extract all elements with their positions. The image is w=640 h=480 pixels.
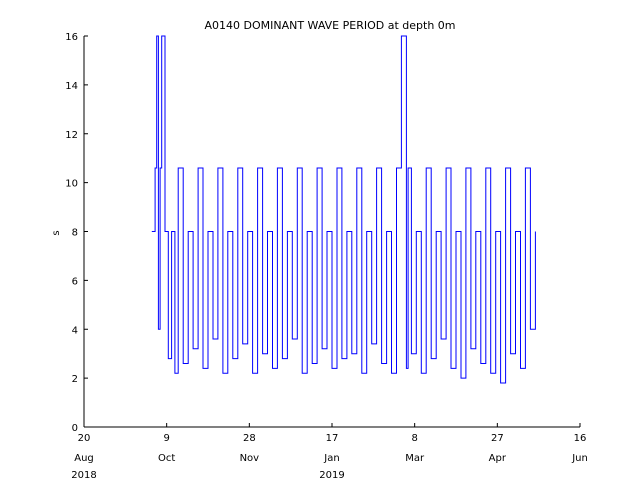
x-tick-year-label: 2019 [319, 470, 344, 480]
y-tick-label: 4 [72, 325, 78, 336]
y-tick-label: 2 [72, 374, 78, 385]
y-tick-label: 12 [65, 130, 78, 141]
chart-title: A0140 DOMINANT WAVE PERIOD at depth 0m [204, 19, 455, 32]
y-tick-label: 10 [65, 179, 78, 190]
y-tick-label: 6 [72, 276, 78, 287]
x-tick-day-label: 9 [163, 433, 169, 444]
y-axis-label: s [51, 230, 62, 235]
x-tick-month-label: Jan [323, 453, 339, 464]
x-tick-day-label: 17 [326, 433, 339, 444]
x-tick-day-label: 8 [411, 433, 417, 444]
x-tick-month-label: Jun [571, 453, 588, 464]
x-tick-month-label: Oct [158, 453, 175, 464]
x-tick-month-label: Aug [74, 453, 94, 464]
x-tick-year-label: 2018 [71, 470, 96, 480]
series-line [151, 35, 536, 384]
x-tick-month-label: Mar [405, 453, 425, 464]
x-ticks: 20 Aug 2018 9 Oct 28 Nov 17 Jan 2019 8 Mar 27 Apr 16 Ju… [71, 423, 588, 480]
x-tick-day-label: 27 [491, 433, 504, 444]
x-tick-day-label: 16 [574, 433, 587, 444]
x-tick-month-label: Apr [489, 453, 507, 464]
x-tick-day-label: 28 [243, 433, 256, 444]
series-layer [151, 35, 536, 384]
y-tick-label: 8 [72, 228, 78, 239]
x-tick-month-label: Nov [240, 453, 260, 464]
y-ticks: 0 2 4 6 8 10 12 14 16 [65, 32, 88, 434]
x-tick-day-label: 20 [78, 433, 91, 444]
y-tick-label: 0 [72, 423, 78, 434]
y-tick-label: 14 [65, 81, 78, 92]
y-tick-label: 16 [65, 32, 78, 43]
